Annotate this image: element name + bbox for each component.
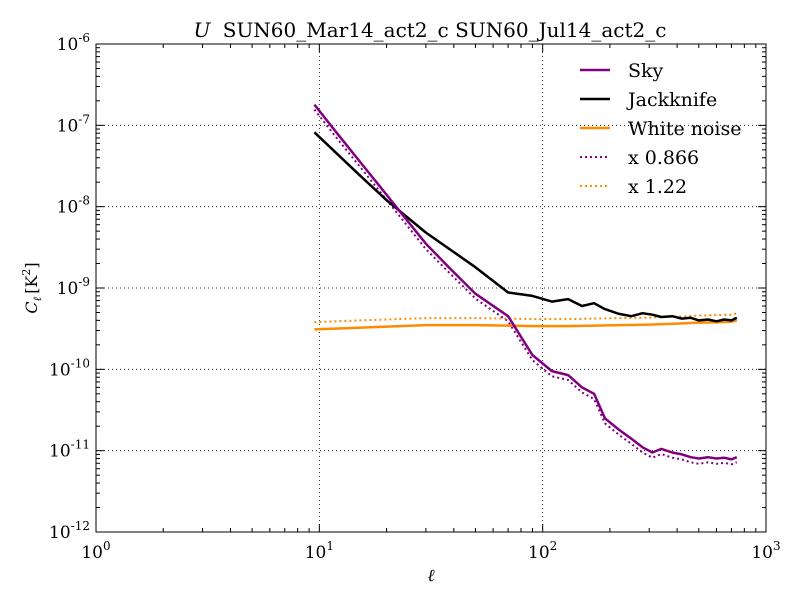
y-tick-label: 10-6 [57, 31, 90, 55]
y-tick-label: 10-8 [57, 194, 90, 218]
x-tick-label: 102 [528, 539, 557, 563]
y-axis-label: Cℓ [K2] [20, 262, 44, 313]
plot-lines [313, 103, 738, 466]
legend: Sky Jackknife White noise x 0.866 x 1.22 [580, 60, 742, 198]
legend-label: x 0.866 [628, 147, 699, 169]
chart-title-prefix: U [194, 18, 212, 42]
x-tick-label: 103 [751, 539, 780, 563]
y-tick-label: 10-10 [49, 356, 90, 380]
x-tick-labels: 100 101 102 103 [81, 539, 780, 563]
y-tick-label: 10-7 [57, 112, 90, 136]
legend-label: White noise [628, 118, 742, 140]
series-line-x-1-22 [314, 312, 738, 324]
legend-label: Jackknife [626, 89, 717, 111]
x-tick-label: 101 [305, 539, 334, 563]
x-axis-label: ℓ [427, 566, 434, 586]
x-tick-label: 100 [81, 539, 110, 563]
legend-label: x 1.22 [628, 176, 687, 198]
axis-ticks [95, 43, 767, 533]
series-line-white-noise [314, 319, 738, 331]
series-line-sky [313, 103, 738, 461]
y-axis-label-bracket-open: [K [22, 275, 41, 294]
y-tick-label: 10-11 [49, 438, 90, 462]
chart-title: U SUN60_Mar14_act2_c SUN60_Jul14_act2_c [194, 18, 667, 42]
series-line-x-0-866 [313, 108, 738, 466]
grid [96, 44, 766, 532]
y-axis-label-main: C [22, 301, 41, 313]
y-axis-label-sub: ℓ [31, 296, 44, 301]
y-tick-label: 10-12 [49, 519, 90, 543]
legend-label: Sky [628, 60, 664, 82]
y-axis-label-bracket-close: ] [22, 262, 41, 268]
y-axis-label-sup: 2 [20, 269, 33, 276]
y-tick-labels: 10-12 10-11 10-10 10-9 10-8 10-7 10-6 [49, 31, 90, 543]
series-line-jackknife [313, 131, 738, 323]
chart-title-rest: SUN60_Mar14_act2_c SUN60_Jul14_act2_c [223, 18, 667, 42]
y-tick-label: 10-9 [57, 275, 90, 299]
